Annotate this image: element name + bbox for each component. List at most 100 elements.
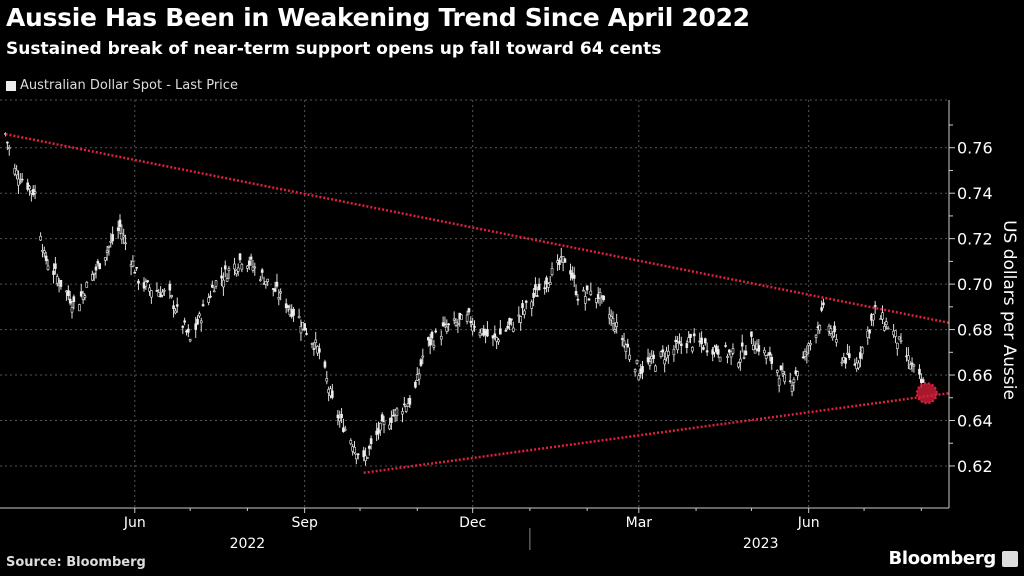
price-bar-body — [404, 405, 408, 412]
price-bar-body — [118, 219, 122, 227]
price-bar-body — [519, 316, 522, 323]
price-bar-body — [325, 378, 329, 382]
price-bar-body — [175, 304, 179, 307]
price-bar-body — [796, 371, 799, 377]
price-bar-body — [379, 422, 382, 431]
price-bar-body — [768, 352, 772, 356]
bloomberg-chart-icon — [1002, 551, 1018, 567]
x-tick-label: Jun — [797, 515, 820, 531]
price-bar-body — [884, 321, 888, 326]
price-bar-body — [122, 235, 126, 238]
price-bar-body — [635, 360, 639, 364]
price-bar-body — [750, 331, 753, 337]
price-bar-body — [292, 308, 295, 316]
price-bar-body — [731, 348, 735, 354]
price-bar-body — [624, 344, 628, 352]
price-bar-body — [912, 364, 916, 367]
price-bar-body — [715, 345, 718, 352]
price-bar-body — [615, 322, 618, 327]
price-bar-body — [421, 355, 425, 358]
price-bar-body — [583, 296, 587, 304]
price-bar-body — [15, 169, 18, 176]
price-bar-body — [779, 365, 783, 371]
price-bar-body — [883, 326, 886, 331]
price-bar-body — [652, 354, 655, 359]
source-note: Source: Bloomberg — [6, 555, 146, 570]
price-bar-body — [214, 280, 218, 287]
price-bar-body — [628, 354, 631, 360]
price-bar-body — [181, 325, 185, 328]
price-bar-body — [349, 440, 353, 445]
price-bar-body — [847, 353, 851, 358]
price-bar-body — [246, 265, 249, 269]
price-bar-body — [336, 414, 340, 419]
price-bar-body — [775, 370, 779, 373]
price-bar-body — [894, 330, 897, 337]
price-bar-body — [220, 275, 223, 279]
price-bar-body — [391, 414, 395, 417]
price-bar-body — [111, 234, 114, 242]
price-bar-body — [822, 302, 825, 306]
price-bar-body — [212, 290, 216, 293]
price-bar-body — [207, 297, 210, 303]
price-bar-body — [6, 141, 9, 144]
price-bar-body — [238, 253, 242, 261]
price-bar-body — [211, 284, 214, 288]
price-bar-body — [814, 334, 818, 338]
price-bar-body — [859, 352, 862, 359]
price-bar-body — [691, 346, 694, 352]
price-bar-body — [94, 266, 98, 271]
price-bar-body — [659, 351, 663, 358]
price-bar-body — [563, 258, 567, 263]
price-bar-body — [28, 186, 31, 189]
year-label: 2023 — [743, 536, 779, 552]
price-bar-body — [692, 333, 696, 337]
price-bar-body — [447, 323, 450, 326]
price-bar-body — [809, 343, 812, 346]
price-bar-body — [705, 350, 709, 353]
price-bar-body — [367, 446, 371, 449]
price-bar-body — [68, 298, 72, 304]
price-bar-body — [382, 421, 386, 426]
price-bar-body — [443, 323, 447, 326]
price-bar-body — [98, 263, 102, 270]
price-bar-body — [739, 358, 742, 363]
price-bar-body — [419, 359, 423, 366]
price-bar-body — [868, 329, 871, 334]
price-bar-body — [107, 246, 111, 248]
price-bar-body — [805, 352, 809, 355]
y-tick-label: 0.66 — [957, 366, 993, 385]
price-bar-body — [558, 259, 561, 266]
x-tick-label: Sep — [291, 515, 318, 531]
price-bar-body — [194, 323, 198, 330]
price-bar-body — [209, 295, 212, 298]
price-bar-body — [96, 261, 100, 264]
price-bar-body — [297, 316, 301, 319]
price-bar-body — [873, 305, 877, 308]
price-bar-body — [473, 326, 476, 328]
price-bar-body — [286, 305, 290, 308]
price-bar-body — [227, 268, 231, 271]
x-tick-label: Mar — [626, 515, 653, 531]
legend: Australian Dollar Spot - Last Price — [6, 78, 238, 93]
price-bar-body — [331, 390, 334, 398]
price-bar-body — [338, 417, 342, 422]
price-bar-body — [510, 318, 513, 321]
price-bar-body — [763, 349, 766, 354]
price-bar-body — [499, 328, 502, 335]
price-bar-body — [674, 339, 678, 343]
price-bar-body — [726, 356, 729, 358]
price-bar-body — [654, 365, 657, 372]
price-bar-body — [467, 308, 471, 313]
price-bar-body — [414, 381, 417, 388]
price-bar-body — [622, 340, 626, 347]
price-bar-body — [679, 343, 683, 346]
price-bar-body — [264, 281, 268, 285]
price-bar-body — [545, 277, 548, 285]
price-bar-body — [716, 349, 720, 355]
price-bar-body — [434, 330, 438, 333]
price-bar-body — [150, 290, 153, 298]
price-bar-body — [406, 403, 410, 407]
price-bar-body — [585, 285, 589, 291]
